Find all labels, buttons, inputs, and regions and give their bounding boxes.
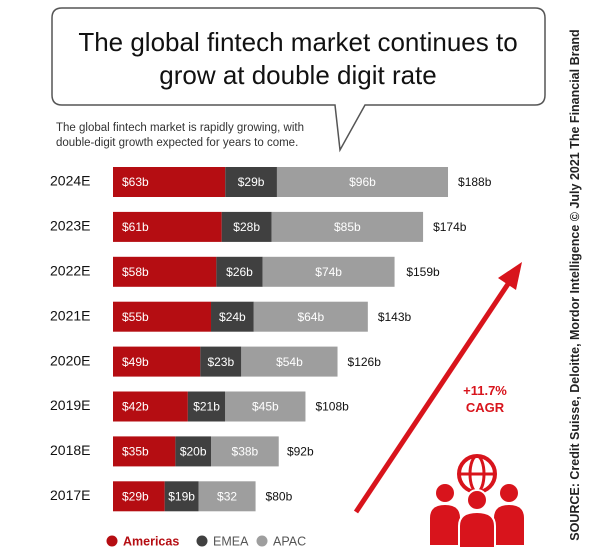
legend-label: APAC [273,534,306,548]
bar-segment [113,167,226,197]
data-label: $38b [232,445,259,459]
data-label: $58b [122,265,149,279]
y-tick-label: 2021E [50,307,90,323]
total-label: $174b [433,220,467,234]
data-label: $63b [122,175,149,189]
data-label: $21b [193,400,220,414]
data-label: $55b [122,310,149,324]
bar-segment [113,391,188,422]
data-label: $29b [122,489,149,503]
y-tick-label: 2022E [50,263,90,279]
data-label: $74b [315,265,342,279]
bar-segment [113,436,176,467]
annotation: +11.7% CAGR [463,383,507,415]
y-tick-label: 2017E [50,487,90,503]
bar-segment [113,346,201,377]
data-label: $32 [217,489,237,503]
legend-swatch [256,535,268,547]
bar-segment [211,436,279,467]
y-tick-label: 2018E [50,442,90,458]
data-label: $26b [226,265,253,279]
data-label: $20b [180,445,207,459]
total-label: $108b [315,400,349,414]
data-label: $49b [122,355,149,369]
y-tick-label: 2024E [50,173,90,189]
bar-segment [271,211,424,242]
data-label: $64b [297,310,324,324]
bar-segment [241,346,338,377]
people-globe-icon [430,454,524,549]
bar-segment [187,391,226,422]
bar-segment [225,167,277,197]
bar-segment [113,211,222,242]
total-label: $143b [378,310,412,324]
bar-segment [198,481,256,512]
total-label: $126b [348,355,382,369]
y-tick-label: 2019E [50,397,90,413]
bar-segment [175,436,212,467]
bar-segment [113,256,217,287]
data-label: $54b [276,355,303,369]
chart-subtitle: The global fintech market is rapidly gro… [56,122,305,149]
data-label: $24b [219,310,246,324]
total-label: $92b [287,445,314,459]
legend-label: EMEA [213,534,249,548]
data-label: $28b [233,220,260,234]
bar-segment [211,301,254,332]
total-label: $159b [406,265,440,279]
data-label: $85b [334,220,361,234]
data-label: $45b [252,400,279,414]
speech-bubble [51,7,546,153]
y-tick-label: 2020E [50,352,90,368]
bar-segment [225,391,306,422]
legend-label: Americas [123,534,179,548]
legend-swatch [106,535,118,547]
bar-segment [216,256,263,287]
data-label: $29b [238,175,265,189]
total-label: $188b [458,175,492,189]
data-label: $61b [122,220,149,234]
data-label: $19b [168,489,195,503]
source-note: SOURCE: Credit Suisse, Deloitte, Mordor … [568,29,582,541]
bar-segment [253,301,368,332]
bar-segment [164,481,199,512]
total-label: $80b [266,489,293,503]
bar-segment [262,256,395,287]
data-label: $42b [122,400,149,414]
bar-segment [113,481,165,512]
data-label: $35b [122,445,149,459]
bar-segment [200,346,242,377]
bar-segment [276,167,449,197]
bar-segment [113,301,212,332]
bar-segment [221,211,272,242]
data-label: $23b [207,355,234,369]
chart-title: The global fintech market continues to g… [78,27,518,90]
growth-arrow [353,262,522,514]
legend-swatch [196,535,208,547]
y-tick-label: 2023E [50,218,90,234]
data-label: $96b [349,175,376,189]
